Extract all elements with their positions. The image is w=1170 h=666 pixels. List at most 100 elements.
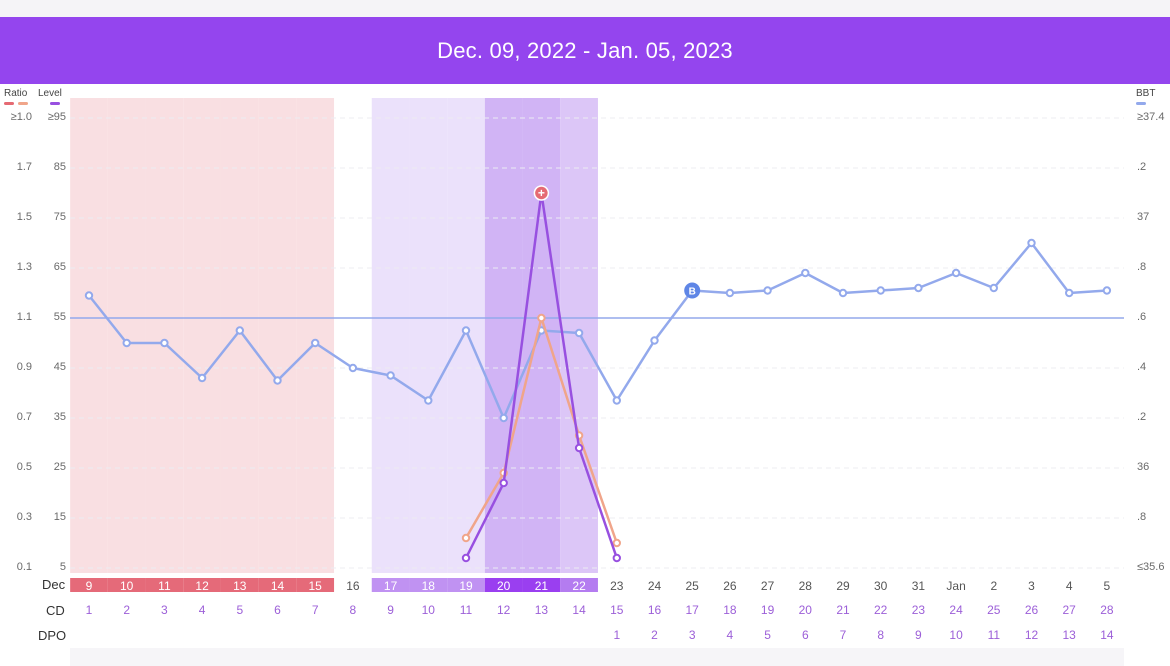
date-pill-period-9 [70,578,108,592]
dpo-label: 10 [949,628,963,642]
dpo-label: 8 [877,628,885,642]
cd-label: 14 [572,603,586,617]
cd-label: 19 [760,603,775,617]
peak-marker-label: + [538,186,545,200]
cd-label: 26 [1024,603,1039,617]
date-label: 11 [158,579,171,593]
date-label: 19 [459,579,473,593]
level-point-cd12 [499,478,508,488]
level-swatch [50,102,60,105]
date-label: 30 [874,579,888,593]
band-fertile-10 [409,98,448,573]
ratio-tick: 0.9 [16,361,32,373]
date-label: 4 [1065,579,1073,593]
bbt-point-cd7 [311,338,320,348]
date-pill-fertile-18 [409,578,448,592]
bbt-point-cd26 [1027,238,1036,248]
level-tick: 35 [53,411,66,423]
cd-label: 10 [421,603,435,617]
dpo-label: 14 [1100,628,1114,642]
bbt-point-cd10 [424,396,433,405]
top-strip [0,0,1170,17]
band-period-6 [258,98,297,573]
ratio-tick: 0.3 [16,511,32,523]
level-tick: 65 [53,261,66,273]
date-pill-peak-21 [522,578,561,592]
dpo-row-label: DPO [38,628,67,643]
date-pill-fertile_mid-22 [560,578,598,592]
date-range-header: Dec. 09, 2022 - Jan. 05, 2023 [0,17,1170,84]
dpo-label: 13 [1062,628,1076,642]
date-label: 26 [723,579,737,593]
bbt-point-cd12 [499,413,508,423]
cd-label: 24 [949,603,963,617]
cd-label: 6 [274,603,281,617]
cd-label: 8 [349,603,357,617]
ratio-legend-label: Ratio [4,88,28,99]
cd-label: 12 [497,603,511,617]
date-pill-period-14 [258,578,297,592]
band-peak-13 [522,98,561,573]
bbt-tick: .4 [1137,361,1147,373]
bottom-scrollbar[interactable] [70,648,1124,666]
cd-label: 18 [723,603,737,617]
ratio-tick: 1.1 [16,311,32,323]
bbt-legend-label: BBT [1136,88,1156,99]
date-label: 22 [572,579,586,593]
level-tick: 85 [53,161,66,173]
bbt-point-cd8 [348,363,358,373]
date-label: 25 [685,579,699,593]
date-pill-period-15 [296,578,335,592]
cd-label: 20 [798,603,812,617]
date-label: 12 [195,579,209,593]
peak-marker-icon [533,185,550,201]
cd-label: 25 [987,603,1001,617]
bbt-point-cd28 [1102,286,1112,295]
dpo-label: 5 [764,628,771,642]
bbt-point-cd2 [122,338,131,348]
bbt-point-cd22 [876,286,885,295]
band-period-2 [107,98,146,573]
bbt-tick: .8 [1137,511,1147,523]
bbt-point-cd27 [1065,288,1074,298]
cd-label: 22 [874,603,888,617]
cd-label: 7 [311,603,319,617]
bbt-point-cd3 [160,338,169,348]
date-label: 17 [383,579,398,593]
band-period-5 [220,98,259,573]
date-pill-period-12 [183,578,221,592]
band-fertile-11 [447,98,485,573]
ratio_salmon-point-cd11 [461,533,471,543]
level-point-cd11 [461,553,471,563]
ratio-tick: 1.7 [16,161,32,173]
bbt-point-cd23 [914,283,923,293]
cd-label: 17 [685,603,699,617]
ovulation-marker-label: B [689,287,696,298]
band-fertile-9 [371,98,410,573]
date-row-label: Dec [42,577,66,592]
cd-label: 4 [198,603,206,617]
cd-label: 9 [387,603,394,617]
bbt-tick: .8 [1137,261,1147,273]
bbt-line [88,241,1107,420]
band-period-1 [70,98,108,573]
dpo-label: 6 [801,628,809,642]
bbt-point-cd1 [84,291,94,300]
level-point-cd15 [612,553,621,563]
cd-label: 2 [123,603,131,617]
bbt-point-cd25 [989,283,998,293]
level-legend-label: Level [38,88,62,99]
date-label: 16 [346,579,360,593]
level-tick: 55 [53,311,66,323]
bbt-tick: 37 [1137,211,1150,223]
dpo-label: 4 [726,628,734,642]
bbt-tick: .2 [1137,161,1147,173]
date-label: 31 [911,579,926,593]
date-label: 14 [270,579,285,593]
date-label: 18 [421,579,435,593]
bbt-tick: ≥37.4 [1137,111,1165,123]
dpo-label: 9 [915,628,922,642]
cd-label: 21 [836,603,850,617]
cd-row-label: CD [46,603,65,618]
bbt-tick: 36 [1137,461,1150,473]
